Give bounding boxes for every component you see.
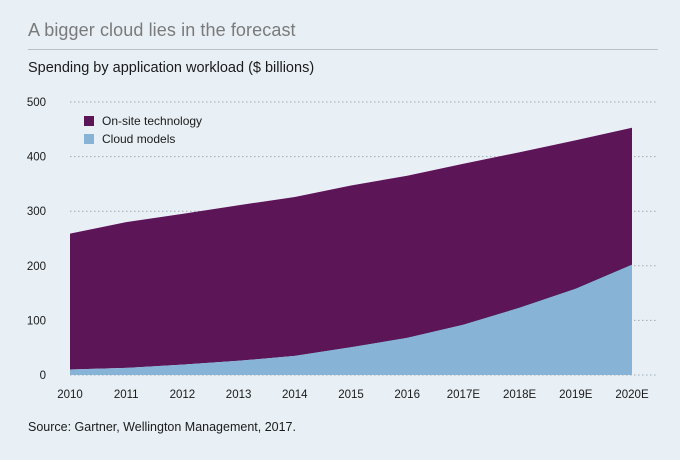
area-cloud-models: [70, 264, 632, 375]
y-tick-label: 500: [27, 97, 46, 109]
area-series: [70, 127, 632, 375]
legend: On-site technology Cloud models: [84, 114, 202, 146]
area-on-site-technology: [70, 127, 632, 370]
x-tick-label: 2015: [338, 389, 364, 401]
x-tick-label: 2017E: [447, 389, 481, 401]
chart-title: A bigger cloud lies in the forecast: [28, 20, 296, 40]
x-axis-ticks: 2010 2011 2012 2013 2014 2015 2016 2017E 2018E 20…: [57, 389, 649, 401]
y-tick-label: 400: [27, 152, 46, 164]
x-tick-label: 2010: [57, 389, 83, 401]
x-tick-label: 2011: [114, 389, 139, 401]
title-divider: [28, 49, 658, 50]
legend-swatch: [84, 116, 94, 126]
x-tick-label: 2012: [170, 389, 196, 401]
y-tick-label: 300: [27, 206, 46, 218]
source-note: Source: Gartner, Wellington Management, …: [28, 420, 296, 434]
x-tick-label: 2018E: [503, 389, 537, 401]
y-axis-ticks: 0 100 200 300 400 500: [27, 97, 46, 382]
y-tick-label: 0: [40, 370, 46, 382]
chart-subtitle: Spending by application workload ($ bill…: [28, 60, 315, 76]
y-tick-label: 200: [27, 261, 46, 273]
legend-label: Cloud models: [102, 132, 175, 146]
x-tick-label: 2019E: [559, 389, 593, 401]
x-tick-label: 2014: [282, 389, 308, 401]
legend-swatch: [84, 134, 94, 144]
x-tick-label: 2013: [226, 389, 252, 401]
y-tick-label: 100: [27, 315, 46, 327]
x-tick-label: 2016: [394, 389, 420, 401]
legend-label: On-site technology: [102, 114, 202, 128]
x-tick-label: 2020E: [615, 389, 649, 401]
